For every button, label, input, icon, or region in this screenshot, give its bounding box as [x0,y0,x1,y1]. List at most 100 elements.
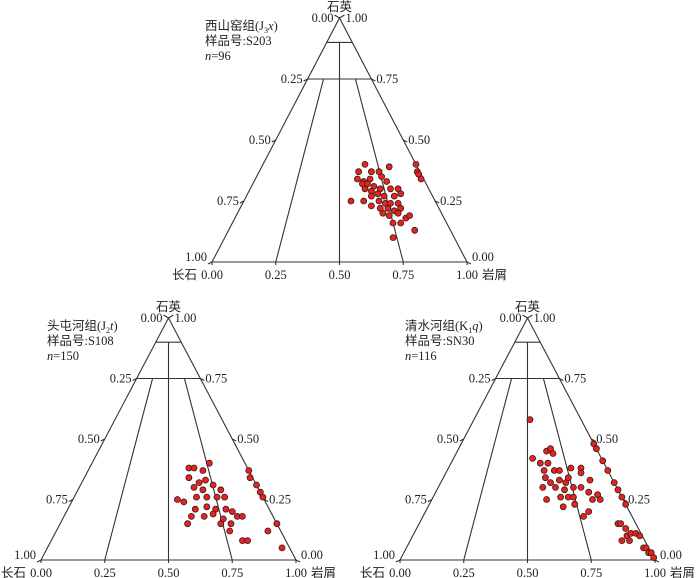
data-point [417,175,425,183]
tick-mark [559,378,564,381]
data-point [389,234,397,242]
data-point [195,479,203,487]
data-point [221,493,229,501]
data-point [567,464,575,472]
data-point [222,505,230,513]
data-point [205,459,213,467]
right-tick-label: 0.00 [472,250,494,264]
apex-tick-label-right: 1.00 [346,11,368,25]
data-point [571,500,579,508]
data-point [217,486,225,494]
data-point [228,508,236,516]
bottom-tick-label: 0.00 [30,566,52,578]
formation-code-close: ) [114,319,118,333]
tick-mark [36,559,42,563]
data-point [213,493,221,501]
tick-mark [132,378,137,381]
left-tick-label: 0.25 [110,372,132,386]
data-point [209,510,217,518]
data-point [367,202,375,210]
left-tick-label: 0.75 [217,194,239,208]
data-point [561,486,568,494]
data-point [379,209,387,217]
data-point [626,537,633,544]
data-point [596,496,604,503]
data-point [246,474,254,482]
formation-code-italic: x [267,19,274,33]
left-tick-label: 1.00 [185,250,207,264]
bottom-tick-label: 1.00 [456,268,478,282]
data-point [570,483,577,491]
formation-name: 头屯河组(J [47,319,106,333]
sample-count: n=96 [205,49,231,63]
tick-mark [303,78,308,82]
apex-tick-label-left: 0.00 [500,311,522,325]
tick-mark [522,314,528,319]
data-point [383,178,391,185]
data-point [547,479,554,487]
left-axis-label: 长石 [360,566,385,578]
data-point [394,209,402,217]
tick-mark [163,314,169,319]
data-point [180,498,188,506]
formation-name: 清水河组(K [405,319,468,333]
data-point [253,481,260,489]
n-symbol: n [47,349,53,363]
right-axis-label: 岩屑 [311,565,336,578]
data-point [200,513,208,520]
right-tick-label: 0.50 [596,432,618,446]
ratio-25-line [104,378,154,561]
data-point [585,488,593,496]
data-point [264,527,272,535]
right-tick-label: 0.00 [301,548,323,562]
sample-number: 样品号:S203 [205,33,272,48]
right-axis-label: 岩屑 [670,565,695,578]
tick-mark [271,139,276,143]
formation-code-subscript: 1 [468,326,472,335]
data-point [361,185,369,193]
data-point [564,474,572,482]
apex-tick-label-right: 1.00 [175,311,197,325]
right-tick-label: 0.25 [440,194,462,208]
tick-mark [207,261,213,265]
bottom-tick-label: 1.00 [285,566,307,578]
data-point [259,493,267,501]
bottom-tick-label: 0.75 [221,566,243,578]
formation-name: 西山窑组(J [205,18,264,33]
left-axis-label: 长石 [1,566,26,578]
apex-tick-label-right: 1.00 [534,311,556,325]
right-tick-label: 0.75 [376,72,398,86]
apex-tick-label-left: 0.00 [312,11,334,25]
data-point [539,483,547,491]
formation-code-close: ) [274,19,278,33]
data-point [536,459,544,467]
left-tick-label: 0.50 [437,432,459,446]
data-point [374,190,382,198]
data-point [618,493,626,501]
formation-title: 清水河组(K1q) [405,319,483,335]
apex-axis-label: 石英 [327,0,353,14]
data-point [622,525,630,532]
data-point [361,160,369,168]
formation-code-italic: q [472,319,478,333]
data-point [636,532,644,540]
data-point [353,175,361,183]
left-tick-label: 1.00 [373,548,395,562]
data-point [199,467,207,474]
data-point [542,474,549,482]
tick-mark [427,499,433,502]
sample-count: n=150 [47,349,79,363]
data-point [184,520,192,528]
bottom-tick-label: 0.00 [201,268,223,282]
data-point [202,476,209,484]
data-point [385,163,393,171]
data-point [593,445,600,453]
data-point [585,508,593,516]
data-point [199,486,207,494]
left-tick-label: 0.25 [281,72,303,86]
bottom-tick-label: 0.00 [389,566,411,578]
n-value: =150 [53,349,79,363]
